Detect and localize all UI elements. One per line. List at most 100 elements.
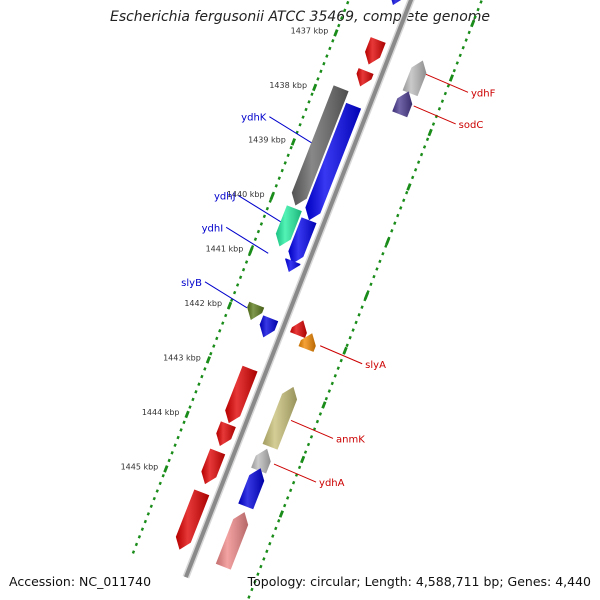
rail-inner-dash: [446, 84, 450, 88]
gene-label-leader: [425, 73, 469, 93]
major-tick: [248, 247, 254, 255]
rail-inner-dash: [283, 503, 287, 508]
gene-slyA[interactable]: [298, 333, 316, 352]
gene-anmK[interactable]: [262, 386, 298, 450]
major-tick: [312, 83, 318, 92]
major-tick: [163, 465, 169, 473]
rail-inner-dash: [336, 366, 340, 370]
gene-arrow-shading: [259, 315, 279, 338]
gene-feature[interactable]: [201, 448, 226, 485]
gene-feature[interactable]: [305, 102, 362, 221]
gene-feature[interactable]: [288, 217, 317, 264]
tick-label: 1437 kbp: [291, 27, 329, 36]
gene-feature[interactable]: [259, 315, 279, 338]
gene-feature[interactable]: [365, 37, 386, 65]
major-tick: [363, 292, 369, 300]
rail-outer-dash: [241, 267, 246, 272]
rail-outer-dash: [274, 183, 278, 188]
rail-inner-dash: [479, 0, 483, 4]
gene-arrow-shading: [215, 512, 249, 570]
rail-inner-dash: [256, 572, 260, 577]
gene-label-sodC[interactable]: sodC: [459, 120, 484, 131]
rail-inner-dash: [348, 335, 352, 340]
gene-label-leader: [319, 345, 363, 365]
gene-arrow-shading: [356, 68, 374, 87]
gene-ydhI[interactable]: [285, 258, 301, 272]
rail-outer-dash: [146, 512, 150, 516]
gene-label-anmK[interactable]: anmK: [336, 434, 365, 445]
gene-ydhF[interactable]: [402, 60, 427, 97]
rail-outer-dash: [310, 92, 314, 97]
rail-outer-dash: [182, 420, 186, 425]
gene-arrow-shading: [238, 468, 265, 510]
rail-inner-dash: [250, 587, 254, 592]
gene-sodC[interactable]: [392, 91, 413, 118]
gene-arrow-shading: [247, 301, 265, 320]
rail-inner-dash: [476, 7, 480, 12]
rail-inner-dash: [440, 99, 445, 103]
map-title: Escherichia fergusonii ATCC 35469, compl…: [109, 9, 491, 25]
gene-feature[interactable]: [389, 0, 406, 5]
gene-label-ydhA[interactable]: ydhA: [319, 478, 345, 489]
gene-feature[interactable]: [356, 68, 374, 87]
gene-arrow-shading: [365, 37, 386, 65]
gene-label-ydhF[interactable]: ydhF: [471, 88, 496, 99]
rail-outer-dash: [238, 275, 243, 280]
rail-inner-dash: [443, 91, 448, 96]
gene-arrow-shading: [291, 85, 349, 206]
tick-label: 1438 kbp: [269, 81, 307, 90]
rail-inner-dash: [265, 549, 269, 554]
rail-inner-dash: [419, 152, 424, 157]
rail-outer-dash: [244, 260, 249, 264]
rail-outer-dash: [262, 214, 267, 219]
gene-ydhA[interactable]: [251, 448, 271, 474]
gene-slyB[interactable]: [247, 301, 265, 320]
gene-label-leader: [273, 463, 317, 483]
gene-label-ydhJ[interactable]: ydhJ: [214, 192, 236, 203]
major-tick: [290, 138, 296, 146]
major-tick: [321, 401, 327, 409]
gene-ydhK[interactable]: [291, 85, 349, 206]
rail-outer-dash: [161, 473, 165, 478]
rail-outer-dash: [149, 504, 153, 509]
rail-inner-dash: [303, 450, 308, 454]
rail-outer-dash: [212, 344, 216, 348]
gene-label-slyB[interactable]: slyB: [181, 278, 202, 289]
gene-feature[interactable]: [175, 489, 210, 550]
major-tick: [300, 455, 306, 464]
rail-inner-dash: [384, 244, 388, 248]
rail-outer-dash: [328, 46, 332, 51]
rail-inner-dash: [467, 30, 471, 35]
gene-arrow-shading: [298, 333, 316, 352]
gene-label-ydhI[interactable]: ydhI: [202, 223, 224, 234]
gene-ydhJ[interactable]: [275, 205, 302, 247]
gene-label-ydhK[interactable]: ydhK: [241, 113, 267, 124]
backbone-layer: [182, 0, 415, 579]
gene-feature[interactable]: [238, 468, 265, 510]
gene-feature[interactable]: [216, 421, 236, 447]
rail-outer-dash: [346, 0, 350, 5]
gene-feature[interactable]: [290, 320, 307, 338]
gene-arrow-shading: [391, 0, 402, 5]
gene-arrow-shading: [285, 258, 301, 272]
rail-outer-dash: [229, 298, 234, 303]
rail-outer-dash: [256, 229, 261, 234]
rail-inner-dash: [458, 53, 462, 58]
rail-outer-dash: [134, 542, 139, 547]
rail-outer-dash: [173, 443, 177, 448]
rail-inner-dash: [410, 175, 415, 180]
rail-outer-dash: [289, 145, 293, 150]
rail-outer-dash: [298, 122, 302, 127]
major-tick: [333, 29, 339, 37]
gene-label-slyA[interactable]: slyA: [365, 360, 386, 371]
gene-arrow-shading: [262, 386, 298, 450]
gene-feature[interactable]: [225, 365, 258, 424]
rail-inner-dash: [422, 145, 427, 149]
rail-inner-dash: [339, 358, 343, 363]
major-tick: [470, 19, 476, 28]
rail-inner-dash: [464, 38, 468, 42]
rail-outer-dash: [224, 313, 228, 318]
gene-feature[interactable]: [215, 512, 249, 570]
rail-outer-dash: [188, 405, 192, 409]
